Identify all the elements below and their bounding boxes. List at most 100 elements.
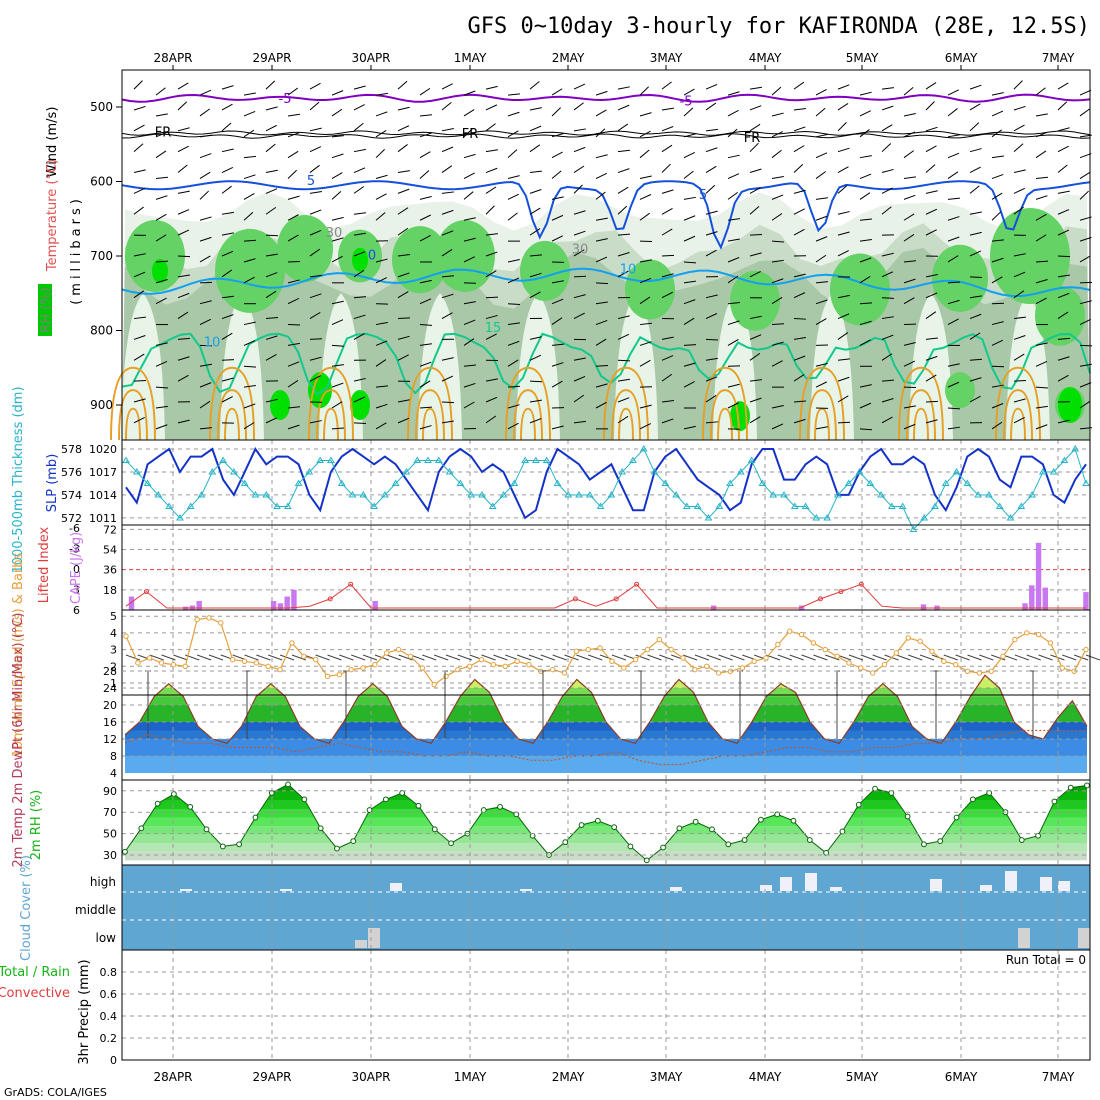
wind-barb [265, 272, 278, 278]
wind-barb [683, 317, 695, 325]
wind-barb [331, 255, 343, 263]
wind-barb [353, 422, 367, 424]
thickness-point [359, 491, 368, 498]
wind-barb [749, 352, 761, 361]
isotherm-warm-arch [520, 407, 536, 441]
thickness-point [197, 491, 206, 498]
wind-barb [331, 153, 344, 159]
wind-barb [485, 205, 495, 215]
wind-barb [617, 315, 630, 320]
low-cloud-bar [1078, 928, 1090, 948]
wind-speed-point [229, 656, 236, 663]
surface-wind-barb [125, 654, 141, 661]
rh-point [594, 817, 601, 824]
thickness-point [672, 491, 680, 498]
wind-speed-point [680, 655, 686, 661]
rh-blob-90 [352, 247, 368, 272]
wind-barb [1035, 386, 1049, 389]
wind-barb [309, 127, 322, 132]
thickness-point [532, 456, 540, 463]
rh-blob-70 [625, 259, 675, 320]
wind-barb [705, 102, 717, 111]
wind-barb [507, 277, 520, 284]
wind-barb [463, 153, 476, 159]
bottom-date-label: 29APR [252, 1070, 291, 1084]
wind-barb [617, 149, 630, 153]
wind-barb [331, 190, 342, 200]
isotherm-label: 30 [326, 226, 343, 241]
isotherm-warm-arch [125, 407, 141, 441]
thickness-point [952, 468, 961, 475]
surface-wind-barb [647, 654, 662, 661]
surface-wind-barb [967, 654, 982, 661]
surface-wind-barb [516, 654, 532, 661]
wind-barb [265, 417, 278, 424]
wind-barb [925, 419, 938, 424]
wind-barb [639, 423, 652, 430]
wind-barb [749, 270, 761, 278]
wind-barb [1013, 353, 1025, 361]
rh-point [562, 839, 569, 846]
isotherm-warm-arch [323, 407, 339, 441]
wind-barb [397, 80, 408, 90]
rh-point [627, 843, 634, 850]
wind-barb [1035, 360, 1048, 367]
temp-tick-label: 12 [103, 733, 117, 746]
isotherm-label: -5 [680, 94, 693, 109]
wind-barb [617, 415, 629, 424]
wind-speed-point [301, 653, 307, 659]
wind-speed-point [739, 665, 745, 671]
wind-barb [243, 111, 256, 117]
wind-barb [683, 299, 696, 305]
isotherm-warm-arch [702, 366, 748, 441]
wind-barb [639, 359, 651, 367]
wind-barb [309, 274, 322, 278]
thickness-point [1017, 502, 1026, 509]
wind-barb [1057, 337, 1070, 340]
wind-barb [661, 81, 672, 90]
wind-barb [1079, 400, 1091, 409]
wind-barb [221, 211, 234, 215]
wind-barb [771, 323, 785, 326]
ylabel-cloud: Cloud Cover (%) [19, 855, 34, 961]
bottom-date-label: 1MAY [454, 1070, 487, 1084]
wind-barb [1035, 150, 1047, 159]
wind-barb [441, 83, 453, 90]
wind-barb [133, 316, 146, 320]
wind-barb [727, 218, 740, 221]
wind-barb [155, 234, 167, 242]
isotherm-warm-arch [217, 389, 247, 441]
wind-barb [793, 208, 805, 215]
wind-barb [595, 90, 608, 96]
wind-barb [1057, 209, 1070, 215]
wind-barb [441, 249, 453, 257]
wind-barb [881, 416, 893, 424]
wind-speed-point [289, 640, 295, 646]
wind-barb [1035, 176, 1048, 180]
cloud-panel: high middle low [75, 864, 1091, 951]
surface-wind-barb [825, 654, 840, 661]
wind-barb [353, 122, 364, 132]
wind-barb [991, 421, 1003, 430]
wind-barb [485, 314, 498, 320]
wind-barb [529, 254, 542, 257]
wind-barb [925, 190, 938, 194]
temperature-panel: 4 8 12 16 20 24 28 [103, 665, 1091, 781]
surface-wind-barb [979, 654, 994, 661]
rh-blob-90 [270, 390, 290, 420]
wind-barb [375, 193, 387, 200]
wind-barb [221, 359, 235, 361]
wind-barb [639, 212, 651, 221]
wind-barb [309, 338, 323, 340]
wind-speed-point [1083, 646, 1089, 653]
wind-speed-point [822, 646, 828, 653]
wind-barb [661, 208, 673, 215]
wind-barb [485, 251, 498, 257]
wind-barb [661, 400, 674, 403]
wind-barb [155, 386, 169, 389]
surface-wind-barb [279, 654, 295, 661]
wind-barb [639, 175, 652, 180]
panel-labels: 1000-500mb Thickness (dm) SLP (mb) Lifte… [0, 386, 92, 1064]
wind-barb [705, 294, 718, 299]
wind-barb [661, 273, 674, 278]
